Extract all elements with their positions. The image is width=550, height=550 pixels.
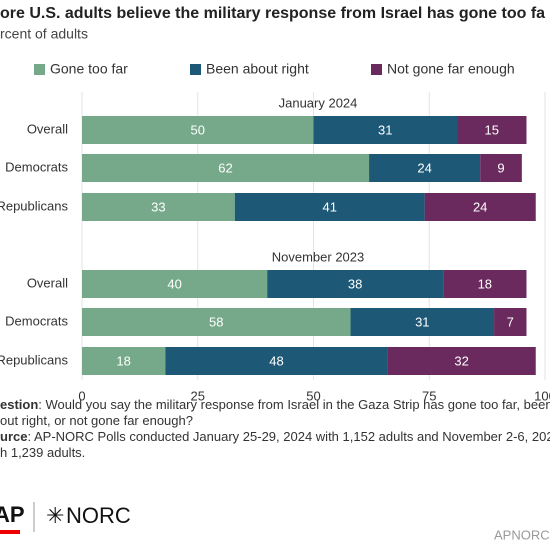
y-tick-label: Democrats bbox=[5, 159, 68, 174]
note-label: urce bbox=[0, 429, 27, 444]
bar-segment bbox=[480, 154, 522, 182]
note-text: : AP-NORC Polls conducted January 25-29,… bbox=[27, 429, 550, 444]
group-label: November 2023 bbox=[272, 249, 365, 264]
bar-segment bbox=[313, 116, 458, 144]
data-label: 33 bbox=[151, 199, 165, 214]
legend-label: Not gone far enough bbox=[387, 61, 515, 77]
bar-segment bbox=[369, 154, 481, 182]
logo: AP bbox=[0, 502, 25, 527]
y-tick-label: Republicans bbox=[0, 352, 68, 367]
data-label: 31 bbox=[415, 314, 429, 329]
data-label: 38 bbox=[348, 276, 362, 291]
data-label: 40 bbox=[167, 276, 181, 291]
data-label: 50 bbox=[191, 122, 205, 137]
data-label: 24 bbox=[417, 160, 431, 175]
chart-title: ore U.S. adults believe the military res… bbox=[0, 5, 545, 22]
bar-segment bbox=[443, 270, 527, 298]
x-tick-label: 50 bbox=[306, 388, 320, 403]
x-tick-label: 100 bbox=[534, 388, 550, 403]
bar-segment bbox=[424, 193, 536, 221]
bar-segment bbox=[165, 347, 388, 375]
bar-segment bbox=[82, 270, 268, 298]
legend-label: Gone too far bbox=[50, 61, 128, 77]
note: urce: AP-NORC Polls conducted January 25… bbox=[0, 429, 550, 444]
logo: NORC bbox=[66, 503, 131, 528]
y-tick-label: Overall bbox=[27, 121, 68, 136]
data-label: 15 bbox=[485, 122, 499, 137]
bar-segment bbox=[267, 270, 444, 298]
legend-swatch bbox=[371, 64, 382, 75]
bar-segment bbox=[457, 116, 527, 144]
legend-label: Been about right bbox=[206, 61, 309, 77]
site-label: APNORC. bbox=[494, 527, 550, 542]
note: out right, or not gone far enough? bbox=[0, 413, 193, 428]
data-label: 9 bbox=[497, 160, 504, 175]
legend-swatch bbox=[34, 64, 45, 75]
note-label: estion bbox=[0, 397, 38, 412]
y-tick-label: Democrats bbox=[5, 313, 68, 328]
data-label: 48 bbox=[269, 353, 283, 368]
x-tick-label: 0 bbox=[78, 388, 85, 403]
note-text: : Would you say the military response fr… bbox=[38, 397, 550, 412]
chart-subtitle: rcent of adults bbox=[0, 26, 88, 42]
data-label: 18 bbox=[116, 353, 130, 368]
bar-segment bbox=[82, 193, 235, 221]
data-label: 31 bbox=[378, 122, 392, 137]
bar-segment bbox=[82, 116, 314, 144]
y-tick-label: Overall bbox=[27, 275, 68, 290]
bar-segment bbox=[387, 347, 536, 375]
note-text: h 1,239 adults. bbox=[0, 445, 85, 460]
logo-mark: ✳ bbox=[46, 503, 64, 528]
bar-segment bbox=[82, 308, 351, 336]
note: estion: Would you say the military respo… bbox=[0, 397, 550, 412]
note: h 1,239 adults. bbox=[0, 445, 85, 460]
data-label: 7 bbox=[507, 314, 514, 329]
data-label: 32 bbox=[454, 353, 468, 368]
bar-segment bbox=[350, 308, 495, 336]
group-label: January 2024 bbox=[279, 95, 358, 110]
data-label: 41 bbox=[322, 199, 336, 214]
bar-segment bbox=[234, 193, 425, 221]
bar-segment bbox=[494, 308, 527, 336]
data-label: 24 bbox=[473, 199, 487, 214]
data-label: 58 bbox=[209, 314, 223, 329]
bar-segment bbox=[82, 347, 166, 375]
y-tick-label: Republicans bbox=[0, 198, 68, 213]
legend-swatch bbox=[190, 64, 201, 75]
x-tick-label: 75 bbox=[422, 388, 436, 403]
note-text: out right, or not gone far enough? bbox=[0, 413, 193, 428]
x-tick-label: 25 bbox=[191, 388, 205, 403]
bar-segment bbox=[82, 154, 370, 182]
data-label: 18 bbox=[478, 276, 492, 291]
logo-accent bbox=[0, 530, 20, 534]
data-label: 62 bbox=[218, 160, 232, 175]
